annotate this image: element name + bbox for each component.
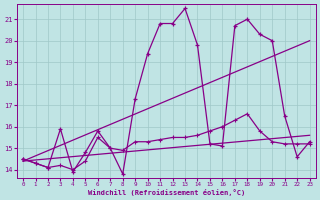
X-axis label: Windchill (Refroidissement éolien,°C): Windchill (Refroidissement éolien,°C) [88, 189, 245, 196]
